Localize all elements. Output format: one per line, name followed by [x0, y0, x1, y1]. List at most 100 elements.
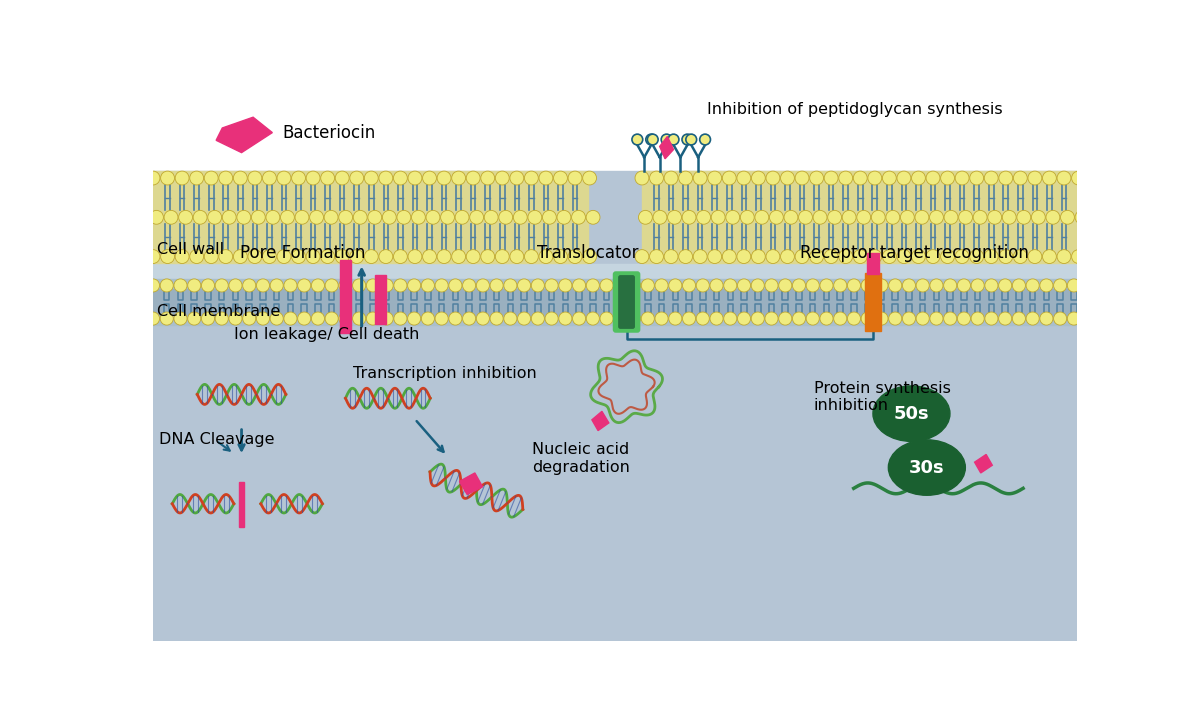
- Circle shape: [737, 250, 751, 264]
- Circle shape: [1046, 210, 1060, 224]
- Circle shape: [959, 210, 972, 224]
- Circle shape: [539, 250, 553, 264]
- Circle shape: [679, 171, 692, 185]
- Circle shape: [780, 250, 794, 264]
- Circle shape: [421, 279, 434, 292]
- Circle shape: [467, 171, 480, 185]
- Circle shape: [853, 250, 868, 264]
- Circle shape: [912, 171, 925, 185]
- Bar: [239, 482, 244, 527]
- Circle shape: [324, 210, 338, 224]
- Circle shape: [628, 279, 641, 292]
- Circle shape: [263, 250, 276, 264]
- Circle shape: [653, 210, 667, 224]
- Circle shape: [686, 134, 697, 145]
- Circle shape: [146, 171, 160, 185]
- Circle shape: [572, 312, 586, 325]
- Circle shape: [193, 210, 208, 224]
- Circle shape: [664, 171, 678, 185]
- Circle shape: [190, 171, 204, 185]
- Circle shape: [559, 279, 572, 292]
- Circle shape: [499, 210, 512, 224]
- Bar: [154, 171, 1078, 641]
- Text: Nucleic acid
degradation: Nucleic acid degradation: [532, 442, 630, 474]
- Circle shape: [514, 210, 527, 224]
- Circle shape: [712, 210, 725, 224]
- Circle shape: [583, 171, 596, 185]
- Circle shape: [353, 279, 366, 292]
- Circle shape: [242, 312, 256, 325]
- Circle shape: [161, 250, 174, 264]
- Circle shape: [559, 312, 572, 325]
- Circle shape: [394, 171, 407, 185]
- Circle shape: [485, 210, 498, 224]
- Circle shape: [862, 312, 875, 325]
- Circle shape: [380, 312, 394, 325]
- Circle shape: [236, 210, 251, 224]
- Circle shape: [751, 171, 766, 185]
- Circle shape: [229, 279, 242, 292]
- Circle shape: [943, 279, 956, 292]
- Circle shape: [916, 312, 929, 325]
- Bar: [154, 171, 588, 264]
- Circle shape: [295, 210, 308, 224]
- Circle shape: [462, 279, 475, 292]
- Circle shape: [292, 171, 306, 185]
- Circle shape: [587, 312, 599, 325]
- Text: Inhibition of peptidoglycan synthesis: Inhibition of peptidoglycan synthesis: [708, 102, 1003, 117]
- Circle shape: [792, 312, 805, 325]
- Circle shape: [436, 279, 448, 292]
- Circle shape: [1067, 312, 1080, 325]
- Circle shape: [738, 312, 750, 325]
- Circle shape: [510, 250, 523, 264]
- Circle shape: [248, 171, 262, 185]
- Circle shape: [647, 134, 658, 145]
- Text: Cell membrane: Cell membrane: [157, 304, 280, 319]
- Circle shape: [353, 312, 366, 325]
- Circle shape: [896, 171, 911, 185]
- Circle shape: [661, 134, 672, 145]
- Circle shape: [481, 250, 494, 264]
- Circle shape: [902, 312, 916, 325]
- Circle shape: [871, 210, 886, 224]
- Circle shape: [1013, 312, 1026, 325]
- Circle shape: [764, 312, 778, 325]
- Circle shape: [335, 250, 349, 264]
- Text: 30s: 30s: [910, 459, 944, 477]
- Circle shape: [820, 312, 833, 325]
- Text: Cell wall: Cell wall: [157, 243, 224, 257]
- Text: Translocator: Translocator: [538, 244, 638, 262]
- Circle shape: [451, 250, 466, 264]
- Circle shape: [998, 312, 1012, 325]
- Circle shape: [722, 250, 736, 264]
- Circle shape: [277, 250, 290, 264]
- Ellipse shape: [888, 440, 965, 495]
- Circle shape: [476, 312, 490, 325]
- Circle shape: [175, 171, 190, 185]
- Circle shape: [467, 250, 480, 264]
- Circle shape: [408, 250, 422, 264]
- Circle shape: [985, 312, 998, 325]
- Circle shape: [325, 312, 338, 325]
- Circle shape: [440, 210, 455, 224]
- Polygon shape: [216, 117, 272, 153]
- Circle shape: [586, 210, 600, 224]
- Circle shape: [436, 312, 448, 325]
- Circle shape: [218, 250, 233, 264]
- Circle shape: [524, 171, 539, 185]
- Circle shape: [806, 312, 820, 325]
- Circle shape: [422, 171, 437, 185]
- Circle shape: [847, 279, 860, 292]
- Circle shape: [1026, 312, 1039, 325]
- Circle shape: [517, 279, 530, 292]
- Circle shape: [325, 279, 338, 292]
- Circle shape: [568, 250, 582, 264]
- Circle shape: [455, 210, 469, 224]
- Circle shape: [708, 250, 721, 264]
- Circle shape: [700, 134, 710, 145]
- Circle shape: [524, 250, 539, 264]
- Circle shape: [164, 210, 178, 224]
- Circle shape: [310, 210, 324, 224]
- Bar: [340, 260, 350, 333]
- Circle shape: [930, 312, 943, 325]
